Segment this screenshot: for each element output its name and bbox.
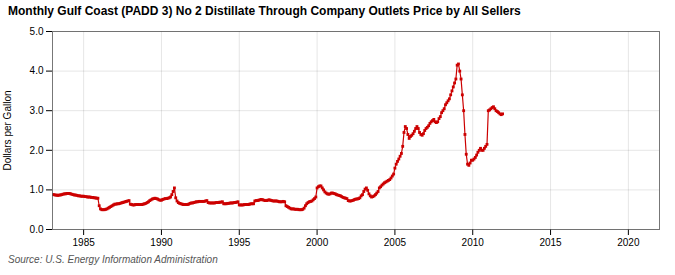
svg-text:0.0: 0.0 [30, 224, 44, 235]
svg-text:2010: 2010 [462, 237, 485, 248]
svg-text:1.0: 1.0 [30, 184, 44, 195]
html-text:Monthly Gulf Coast (PADD 3) No: Monthly Gulf Coast (PADD 3) No 2 Distill… [8, 4, 521, 18]
svg-text:4.0: 4.0 [30, 65, 44, 76]
svg-text:1990: 1990 [150, 237, 173, 248]
svg-text:1985: 1985 [73, 237, 96, 248]
svg-text:5.0: 5.0 [30, 26, 44, 37]
svg-text:2015: 2015 [539, 237, 562, 248]
svg-text:Dollars per Gallon: Dollars per Gallon [2, 90, 13, 170]
svg-text:2005: 2005 [384, 237, 407, 248]
svg-text:2.0: 2.0 [30, 145, 44, 156]
svg-text:1995: 1995 [228, 237, 251, 248]
html-text:Source: U.S. Energy Informatio: Source: U.S. Energy Information Administ… [8, 254, 218, 265]
svg-text:2020: 2020 [617, 237, 640, 248]
svg-text:2000: 2000 [306, 237, 329, 248]
svg-text:3.0: 3.0 [30, 105, 44, 116]
